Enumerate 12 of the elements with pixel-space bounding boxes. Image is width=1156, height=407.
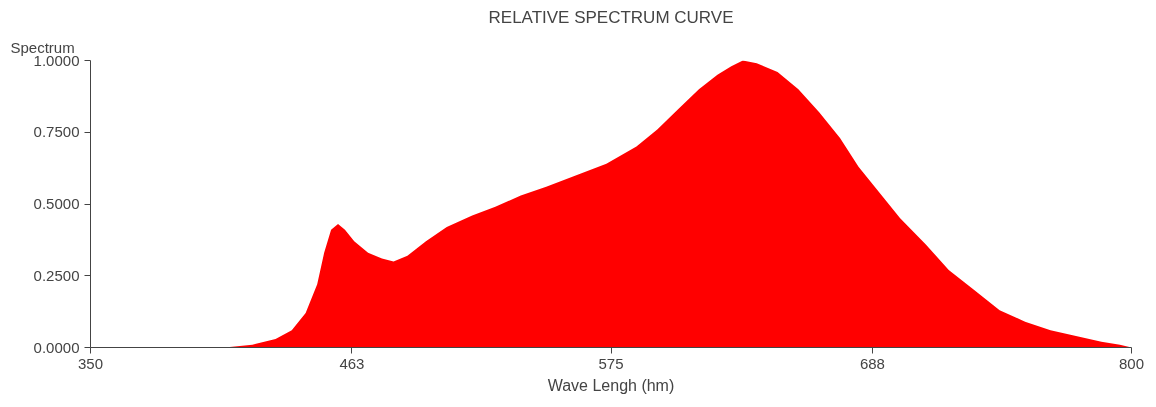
x-tick-label: 575 xyxy=(598,354,624,372)
x-tick-label: 800 xyxy=(1118,354,1145,372)
y-tick-label: 0.7500 xyxy=(33,123,80,141)
x-tick-label: 688 xyxy=(859,354,885,372)
y-tick-label: 0.0000 xyxy=(33,338,80,356)
chart-title: RELATIVE SPECTRUM CURVE xyxy=(488,7,734,27)
x-axis-title: Wave Lengh (hm) xyxy=(547,376,675,394)
x-tick-label: 350 xyxy=(77,354,104,372)
y-tick-label: 0.5000 xyxy=(33,195,80,212)
y-tick-label: 0.2500 xyxy=(33,266,80,284)
x-tick-label: 463 xyxy=(339,354,365,372)
y-axis-title: Spectrum xyxy=(10,38,75,56)
